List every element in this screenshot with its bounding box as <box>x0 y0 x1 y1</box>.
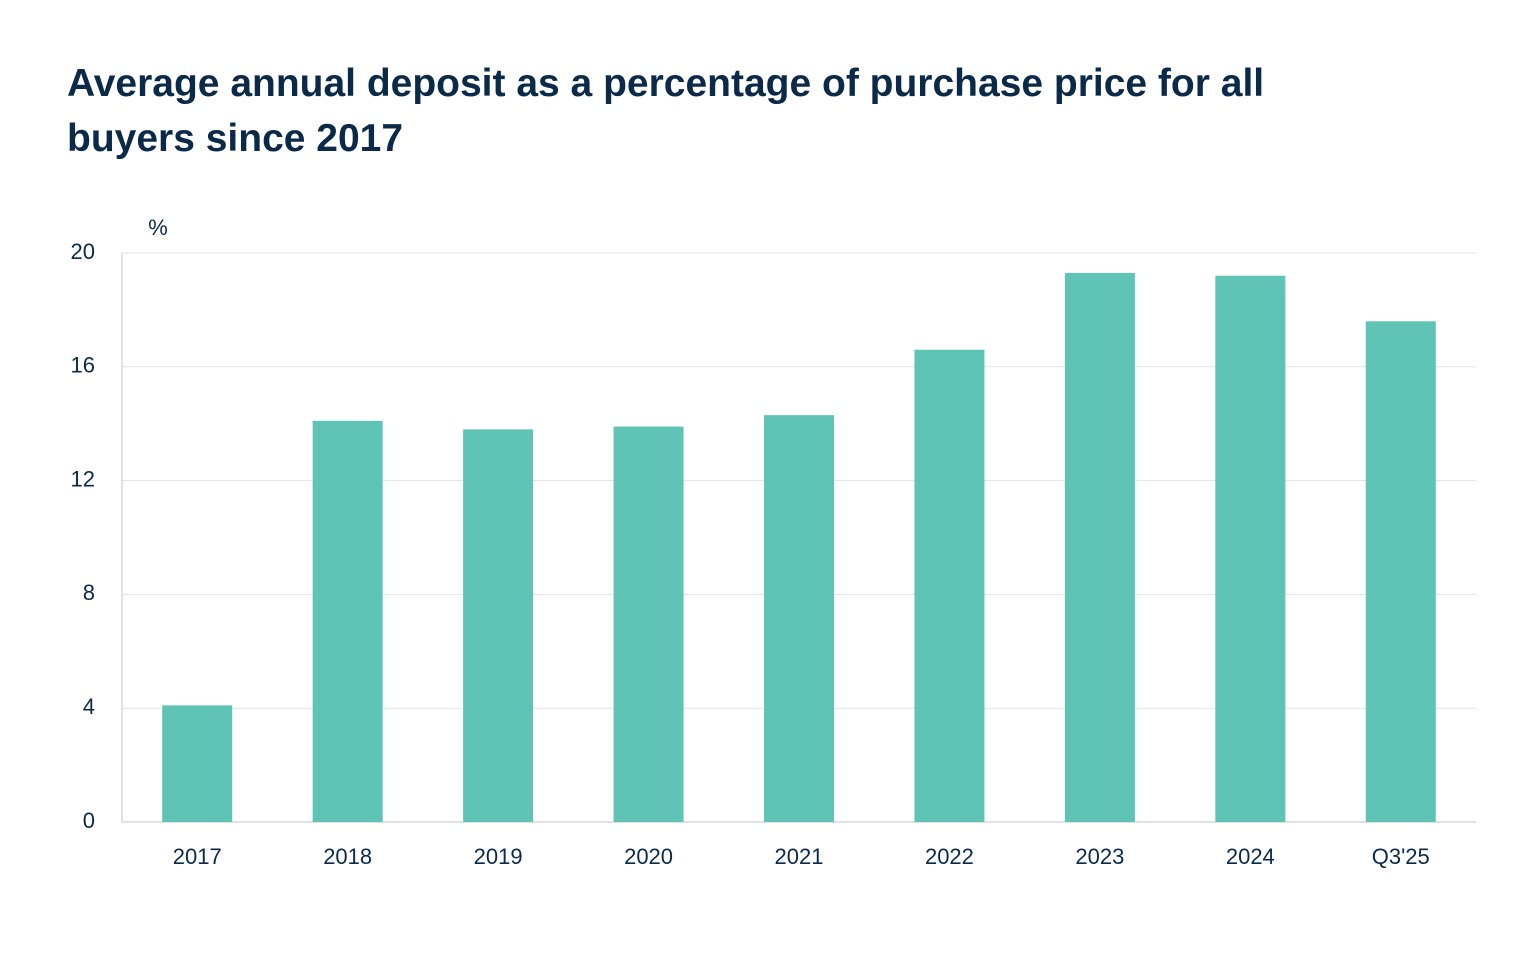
x-tick-label: 2023 <box>1075 844 1124 869</box>
y-tick-label: 8 <box>83 580 95 605</box>
bar <box>1064 272 1135 822</box>
x-tick-label: 2022 <box>925 844 974 869</box>
y-unit: % <box>148 215 168 240</box>
bar <box>914 349 985 822</box>
y-tick-label: 4 <box>83 694 95 719</box>
x-tick-label: 2019 <box>474 844 523 869</box>
bar <box>1215 275 1286 822</box>
bar <box>613 426 684 822</box>
bar <box>463 429 534 822</box>
x-tick-label: Q3'25 <box>1372 844 1430 869</box>
x-tick-label: 2021 <box>775 844 824 869</box>
chart-title: Average annual deposit as a percentage o… <box>67 62 1265 160</box>
bar <box>1365 321 1436 822</box>
y-tick-label: 16 <box>71 353 95 378</box>
x-tick-label: 2017 <box>173 844 222 869</box>
x-tick-label: 2024 <box>1226 844 1275 869</box>
bar <box>312 420 383 822</box>
x-tick-label: 2018 <box>323 844 372 869</box>
y-tick-label: 0 <box>83 808 95 833</box>
y-tick-label: 12 <box>71 466 95 491</box>
bar <box>764 415 834 822</box>
bar <box>162 705 233 822</box>
y-tick-label: 20 <box>71 239 95 264</box>
x-tick-label: 2020 <box>624 844 673 869</box>
